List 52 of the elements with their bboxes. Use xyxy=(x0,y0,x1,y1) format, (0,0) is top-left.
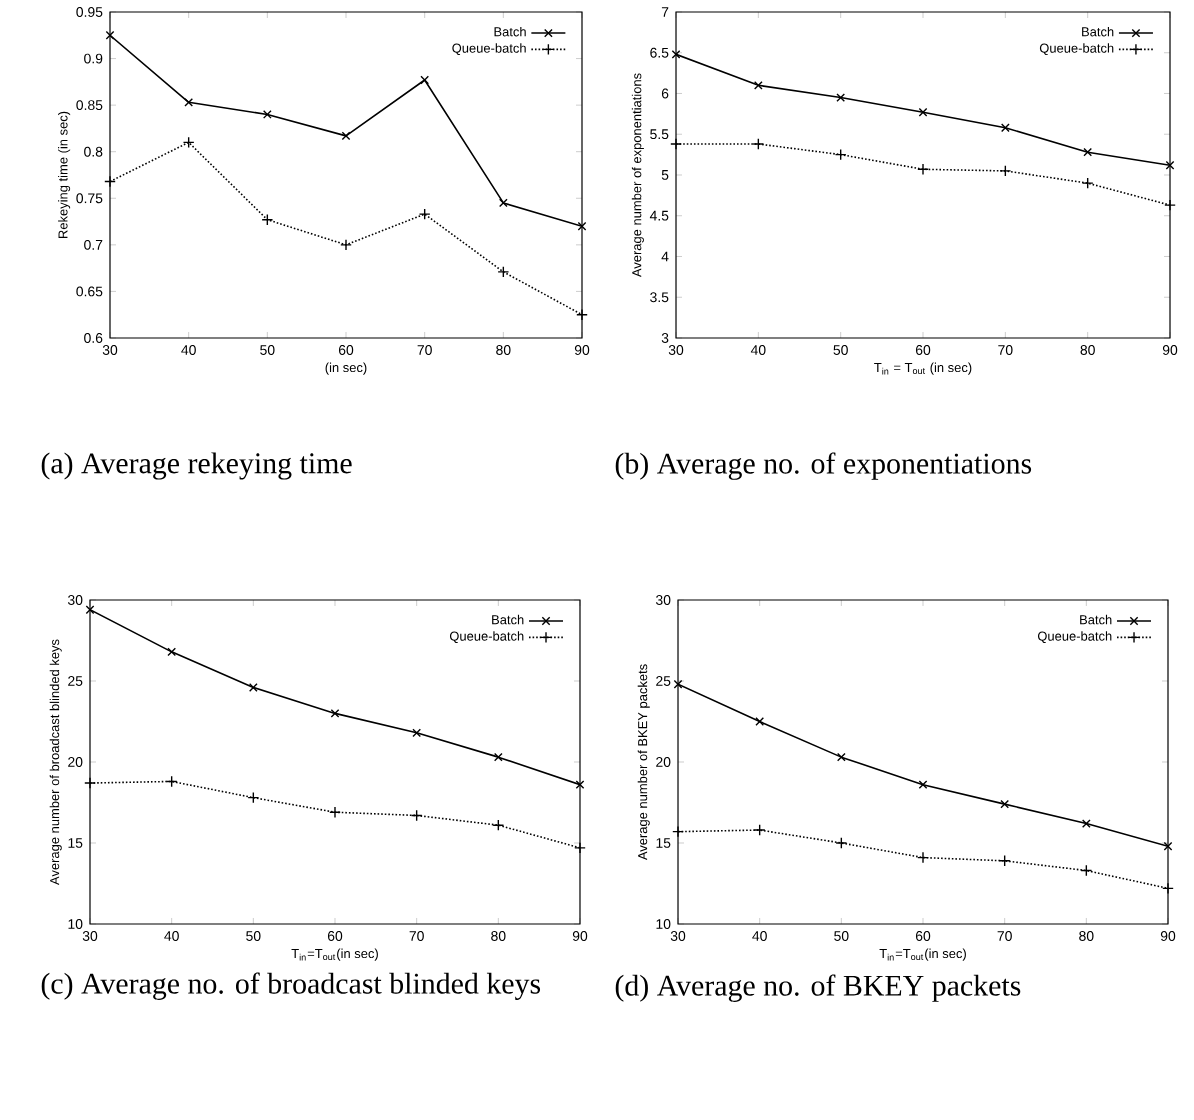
point xyxy=(835,837,848,849)
text: (d) Average no. of BKEY packets xyxy=(615,974,1021,1002)
point xyxy=(498,198,508,208)
point xyxy=(672,825,684,838)
point xyxy=(755,717,765,726)
point xyxy=(917,851,929,864)
point xyxy=(753,80,763,90)
point xyxy=(1083,147,1093,157)
point xyxy=(340,238,352,251)
text: (b) Average no. of exponentiations xyxy=(615,452,1032,480)
point xyxy=(493,752,503,762)
text: (a) Average rekeying time xyxy=(41,452,352,480)
point xyxy=(918,780,928,790)
point xyxy=(247,791,260,804)
point xyxy=(752,138,765,150)
point xyxy=(1081,177,1094,190)
point xyxy=(248,683,258,692)
point xyxy=(418,208,431,221)
point xyxy=(576,308,588,321)
point xyxy=(167,647,177,657)
point xyxy=(574,841,586,854)
point xyxy=(261,213,274,226)
point xyxy=(753,824,766,836)
point xyxy=(410,809,423,822)
point xyxy=(917,163,929,176)
point xyxy=(1081,819,1091,828)
point xyxy=(84,777,96,789)
point xyxy=(918,107,928,117)
point xyxy=(182,136,195,149)
point xyxy=(104,175,116,188)
point xyxy=(1000,799,1010,809)
point xyxy=(1080,864,1093,877)
point xyxy=(998,854,1011,867)
point xyxy=(836,93,846,102)
text: (c) Average no. of broadcast blinded keys xyxy=(41,972,541,1000)
point xyxy=(184,97,194,107)
point xyxy=(341,131,351,141)
point xyxy=(1000,123,1010,133)
point xyxy=(999,165,1012,177)
point xyxy=(412,728,422,738)
point xyxy=(1162,882,1174,895)
point xyxy=(492,819,505,832)
point xyxy=(497,265,510,278)
point xyxy=(329,806,341,819)
point xyxy=(420,75,430,85)
point xyxy=(836,752,846,762)
point xyxy=(834,148,847,161)
point xyxy=(670,138,682,150)
point xyxy=(165,775,178,788)
point xyxy=(1164,199,1176,212)
point xyxy=(330,709,340,718)
point xyxy=(262,110,272,119)
